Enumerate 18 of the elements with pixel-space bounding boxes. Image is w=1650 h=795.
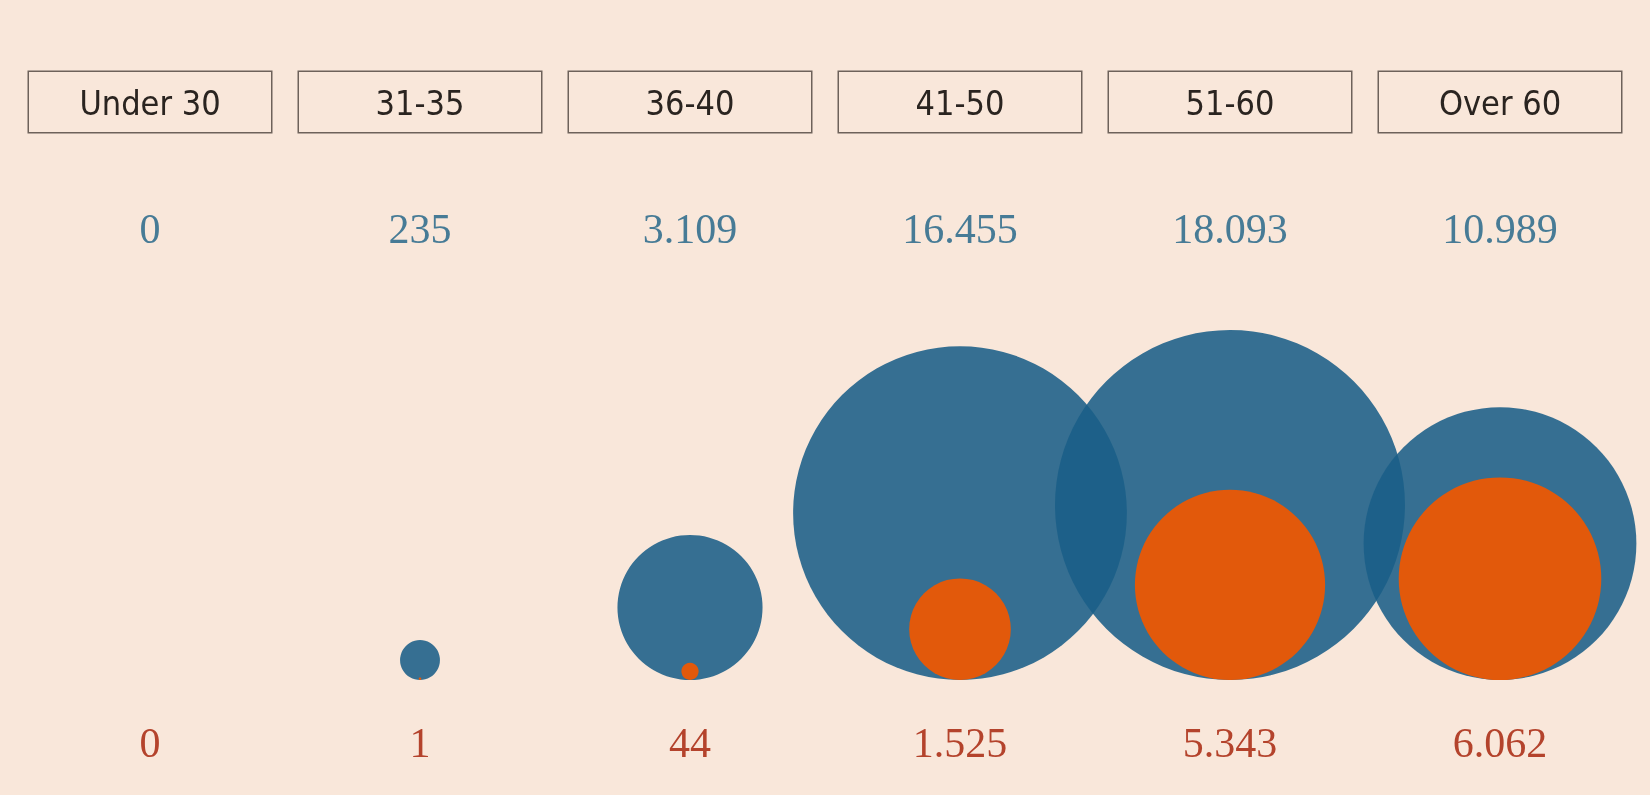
- category-label: 31-35: [375, 83, 465, 123]
- data-label: 44: [669, 720, 711, 766]
- category-label: 41-50: [915, 83, 1005, 123]
- data-label: 0: [139, 720, 161, 766]
- data-label: 18.093: [1172, 206, 1288, 252]
- data-label: 16.455: [902, 206, 1018, 252]
- category-label: 51-60: [1185, 83, 1275, 123]
- data-label: 235: [388, 206, 452, 252]
- data-label: 0: [139, 206, 161, 252]
- data-label: 1.525: [912, 720, 1008, 766]
- data-label: 3.109: [642, 206, 738, 252]
- data-label: 10.989: [1442, 206, 1558, 252]
- data-label: 1: [409, 720, 431, 766]
- data-label: 5.343: [1182, 720, 1278, 766]
- category-label: 36-40: [645, 83, 735, 123]
- category-label: Over 60: [1438, 83, 1562, 123]
- category-label: Under 30: [79, 83, 221, 123]
- data-label: 6.062: [1452, 720, 1548, 766]
